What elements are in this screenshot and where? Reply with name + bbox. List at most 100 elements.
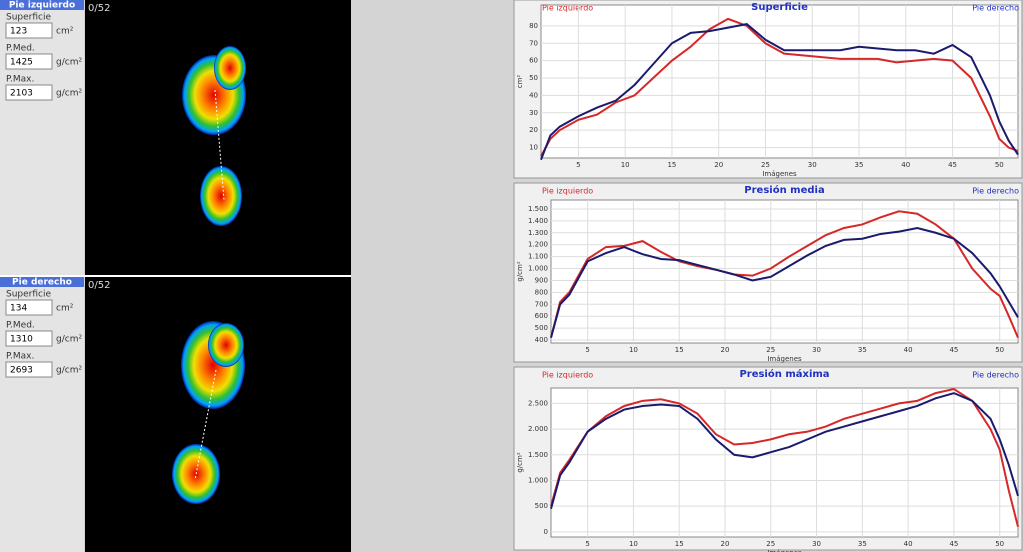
data-line bbox=[540, 23, 1019, 161]
heatmap bbox=[172, 46, 246, 504]
y-tick-label: 1.500 bbox=[528, 205, 548, 213]
panel-header bbox=[0, 277, 84, 287]
x-tick-label: 15 bbox=[675, 346, 684, 354]
x-tick-label: 5 bbox=[585, 540, 589, 548]
legend-label: Pie derecho bbox=[972, 371, 1019, 380]
x-tick-label: 15 bbox=[667, 161, 676, 169]
x-tick-label: 45 bbox=[949, 346, 958, 354]
x-tick-label: 40 bbox=[904, 346, 913, 354]
x-tick-label: 35 bbox=[855, 161, 864, 169]
y-axis-label: g/cm² bbox=[516, 452, 524, 472]
y-tick-label: 1.400 bbox=[528, 217, 548, 225]
x-tick-label: 20 bbox=[714, 161, 723, 169]
y-tick-label: 1.100 bbox=[528, 253, 548, 261]
field-label: P.Max. bbox=[6, 75, 34, 85]
field-value: 134 bbox=[10, 304, 27, 314]
x-tick-label: 45 bbox=[949, 540, 958, 548]
y-tick-label: 1.000 bbox=[528, 476, 548, 484]
y-tick-label: 10 bbox=[529, 144, 538, 152]
x-tick-label: 30 bbox=[812, 540, 821, 548]
field-label: P.Max. bbox=[6, 352, 34, 362]
x-tick-label: 20 bbox=[721, 346, 730, 354]
x-axis-label: Imágenes bbox=[762, 170, 797, 178]
y-tick-label: 2.000 bbox=[528, 425, 548, 433]
y-tick-label: 50 bbox=[529, 74, 538, 82]
field-value: 2103 bbox=[10, 89, 33, 99]
y-tick-label: 1.000 bbox=[528, 265, 548, 273]
field-value: 1310 bbox=[10, 335, 33, 345]
panel-header bbox=[0, 0, 84, 10]
x-tick-label: 50 bbox=[995, 161, 1004, 169]
data-line bbox=[550, 387, 1019, 527]
legend-label: Pie izquierdo bbox=[542, 4, 593, 13]
y-tick-label: 40 bbox=[529, 91, 538, 99]
legend-label: Pie derecho bbox=[972, 4, 1019, 13]
y-tick-label: 30 bbox=[529, 109, 538, 117]
y-tick-label: 500 bbox=[535, 324, 548, 332]
field-box bbox=[5, 330, 53, 347]
divider bbox=[0, 275, 351, 277]
x-axis-label: Imágenes bbox=[767, 549, 802, 552]
y-tick-label: 2.500 bbox=[528, 399, 548, 407]
data-line bbox=[540, 17, 1019, 157]
x-tick-label: 20 bbox=[721, 540, 730, 548]
x-tick-label: 40 bbox=[904, 540, 913, 548]
field-label: Superficie bbox=[6, 13, 51, 23]
y-axis-label: g/cm² bbox=[516, 261, 524, 281]
x-tick-label: 50 bbox=[995, 540, 1004, 548]
y-tick-label: 1.500 bbox=[528, 451, 548, 459]
y-tick-label: 900 bbox=[535, 276, 548, 284]
y-tick-label: 1.300 bbox=[528, 229, 548, 237]
y-tick-label: 400 bbox=[535, 336, 548, 344]
chart: Superficie Pie izquierdo Pie derecho 10 20 30… bbox=[513, 0, 1023, 179]
y-tick-label: 1.200 bbox=[528, 241, 548, 249]
y-tick-label: 0 bbox=[544, 528, 548, 536]
field-value: 123 bbox=[10, 27, 27, 37]
field-box bbox=[5, 84, 53, 101]
field-box bbox=[5, 299, 53, 316]
y-tick-label: 70 bbox=[529, 39, 538, 47]
legend-label: Pie izquierdo bbox=[542, 187, 593, 196]
field-unit: g/cm² bbox=[56, 366, 82, 376]
data-line bbox=[550, 392, 1019, 510]
plot-area bbox=[550, 199, 1019, 344]
y-tick-label: 80 bbox=[529, 22, 538, 30]
field-box bbox=[5, 361, 53, 378]
data-line bbox=[550, 210, 1019, 339]
chart-title: Presión media bbox=[744, 184, 824, 196]
y-tick-label: 20 bbox=[529, 126, 538, 134]
frame-label: 0/52 bbox=[88, 280, 110, 291]
x-tick-label: 50 bbox=[995, 346, 1004, 354]
field-value: 2693 bbox=[10, 366, 33, 376]
chart: Presión máxima Pie izquierdo Pie derecho 0 5… bbox=[513, 366, 1023, 552]
panel-title: Pie derecho bbox=[12, 278, 72, 288]
field-label: Superficie bbox=[6, 290, 51, 300]
x-tick-label: 10 bbox=[629, 346, 638, 354]
field-box bbox=[5, 22, 53, 39]
chart: Presión media Pie izquierdo Pie derecho 400… bbox=[513, 182, 1023, 363]
x-tick-label: 30 bbox=[812, 346, 821, 354]
x-tick-label: 10 bbox=[621, 161, 630, 169]
x-tick-label: 45 bbox=[948, 161, 957, 169]
field-unit: cm² bbox=[56, 304, 74, 314]
frame-label: 0/52 bbox=[88, 3, 110, 14]
y-tick-label: 800 bbox=[535, 288, 548, 296]
x-tick-label: 25 bbox=[766, 540, 775, 548]
plot-area bbox=[540, 4, 1019, 159]
y-axis-label: cm² bbox=[516, 75, 524, 89]
x-tick-label: 25 bbox=[766, 346, 775, 354]
y-tick-label: 60 bbox=[529, 57, 538, 65]
plot-area bbox=[550, 387, 1019, 538]
chart-title: Presión máxima bbox=[739, 368, 829, 380]
y-tick-label: 500 bbox=[535, 502, 548, 510]
x-tick-label: 5 bbox=[576, 161, 580, 169]
field-unit: g/cm² bbox=[56, 335, 82, 345]
field-label: P.Med. bbox=[6, 44, 35, 54]
field-box bbox=[5, 53, 53, 70]
y-tick-label: 600 bbox=[535, 312, 548, 320]
x-axis-label: Imágenes bbox=[767, 355, 802, 363]
field-unit: cm² bbox=[56, 27, 74, 37]
panel-title: Pie izquierdo bbox=[9, 1, 75, 11]
x-tick-label: 25 bbox=[761, 161, 770, 169]
